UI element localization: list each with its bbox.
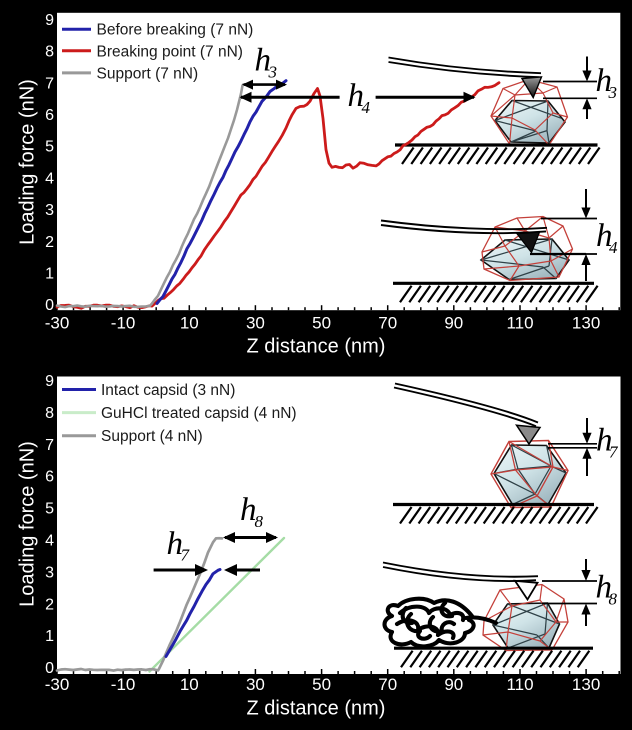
svg-text:-30: -30 <box>45 675 70 694</box>
svg-text:GuHCl treated capsid (4 nN): GuHCl treated capsid (4 nN) <box>101 405 297 422</box>
svg-text:6: 6 <box>45 469 54 486</box>
svg-text:7: 7 <box>45 437 54 454</box>
svg-text:h: h <box>167 526 184 562</box>
svg-text:3: 3 <box>45 564 54 581</box>
svg-text:10: 10 <box>180 675 199 694</box>
svg-text:8: 8 <box>609 590 618 609</box>
svg-text:9: 9 <box>45 12 54 29</box>
svg-text:110: 110 <box>506 675 533 694</box>
svg-text:1: 1 <box>45 266 54 283</box>
svg-text:6: 6 <box>45 107 54 124</box>
svg-text:10: 10 <box>180 314 199 333</box>
svg-text:4: 4 <box>45 533 54 550</box>
svg-text:-10: -10 <box>111 314 136 333</box>
svg-text:130: 130 <box>572 314 600 333</box>
svg-text:4: 4 <box>609 238 618 257</box>
svg-text:8: 8 <box>45 405 54 422</box>
svg-text:4: 4 <box>362 98 371 117</box>
svg-text:h: h <box>596 63 613 99</box>
svg-text:8: 8 <box>45 44 54 61</box>
svg-text:Support (4 nN): Support (4 nN) <box>101 428 203 445</box>
svg-text:7: 7 <box>609 443 619 462</box>
svg-text:Z distance (nm): Z distance (nm) <box>247 336 386 358</box>
svg-text:Support (7 nN): Support (7 nN) <box>97 65 199 82</box>
svg-text:Loading force (nN): Loading force (nN) <box>17 441 39 607</box>
svg-text:7: 7 <box>45 75 54 92</box>
svg-text:3: 3 <box>268 62 278 81</box>
svg-text:8: 8 <box>255 512 264 531</box>
svg-text:-30: -30 <box>45 314 70 333</box>
svg-text:h: h <box>596 570 613 606</box>
svg-text:h: h <box>596 423 613 459</box>
svg-text:h: h <box>348 78 365 114</box>
svg-text:4: 4 <box>45 170 54 187</box>
svg-text:70: 70 <box>378 314 397 333</box>
svg-text:Breaking point (7 nN): Breaking point (7 nN) <box>97 43 243 60</box>
svg-text:3: 3 <box>608 83 618 102</box>
svg-text:5: 5 <box>45 501 54 518</box>
svg-text:30: 30 <box>246 314 265 333</box>
svg-text:110: 110 <box>506 314 533 333</box>
svg-text:90: 90 <box>444 675 463 694</box>
svg-text:3: 3 <box>45 202 54 219</box>
svg-text:1: 1 <box>45 628 54 645</box>
svg-text:9: 9 <box>45 373 54 390</box>
svg-text:30: 30 <box>246 675 265 694</box>
svg-text:h: h <box>240 492 257 528</box>
svg-text:5: 5 <box>45 139 54 156</box>
svg-text:70: 70 <box>378 675 397 694</box>
svg-text:90: 90 <box>444 314 463 333</box>
svg-text:0: 0 <box>45 660 54 677</box>
svg-text:50: 50 <box>312 675 331 694</box>
svg-text:h: h <box>255 43 272 79</box>
svg-text:130: 130 <box>572 675 600 694</box>
svg-text:Loading force (nN): Loading force (nN) <box>17 79 39 245</box>
svg-text:2: 2 <box>45 234 54 251</box>
svg-text:2: 2 <box>45 596 54 613</box>
svg-text:7: 7 <box>181 546 191 565</box>
svg-text:50: 50 <box>312 314 331 333</box>
svg-text:0: 0 <box>45 297 54 314</box>
svg-text:Before breaking (7 nN): Before breaking (7 nN) <box>97 22 254 39</box>
svg-text:h: h <box>596 218 613 254</box>
svg-text:Z distance (nm): Z distance (nm) <box>247 698 386 720</box>
svg-text:-10: -10 <box>111 675 136 694</box>
svg-text:Intact capsid (3 nN): Intact capsid (3 nN) <box>101 382 235 399</box>
